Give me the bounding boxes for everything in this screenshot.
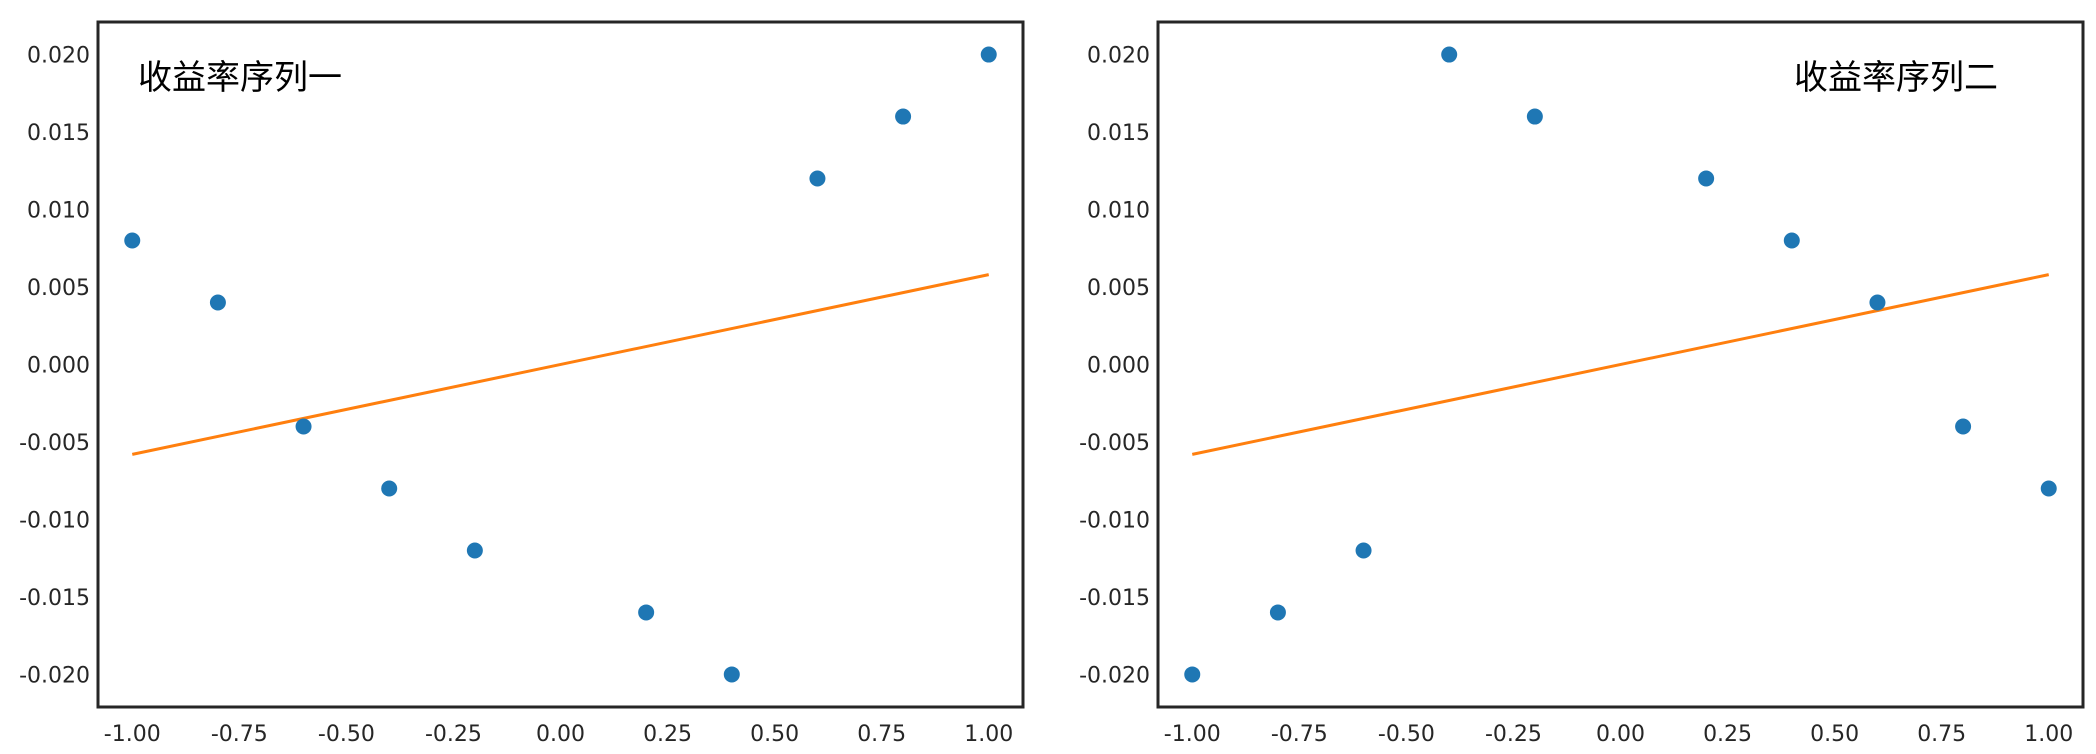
x-tick-label: 0.50: [1810, 722, 1859, 747]
x-tick-label: -1.00: [104, 722, 161, 747]
scatter-point: [723, 666, 740, 683]
y-tick-label: 0.015: [1087, 121, 1150, 146]
scatter-point: [2040, 480, 2057, 497]
x-tick-label: 0.25: [1703, 722, 1752, 747]
panel-title: 收益率序列一: [138, 58, 342, 98]
panel-title: 收益率序列二: [1794, 58, 1998, 98]
scatter-point: [1355, 542, 1372, 559]
y-tick-label: 0.005: [1087, 276, 1150, 301]
scatter-point: [1441, 46, 1458, 63]
scatter-point: [209, 294, 226, 311]
scatter-point: [1184, 666, 1201, 683]
scatter-point: [809, 170, 826, 187]
y-tick-label: 0.000: [27, 354, 90, 379]
scatter-point: [295, 418, 312, 435]
x-tick-label: 0.00: [536, 722, 585, 747]
scatter-point: [381, 480, 398, 497]
y-tick-label: -0.010: [19, 508, 90, 533]
y-tick-label: -0.015: [1079, 586, 1150, 611]
y-tick-label: -0.005: [19, 431, 90, 456]
scatter-point: [895, 108, 912, 125]
x-tick-label: 0.25: [643, 722, 692, 747]
plot-frame: [1156, 20, 2085, 709]
y-tick-label: -0.015: [19, 586, 90, 611]
y-tick-label: 0.010: [27, 199, 90, 224]
x-tick-label: -0.25: [1485, 722, 1542, 747]
x-tick-label: 0.75: [857, 722, 906, 747]
y-tick-label: -0.020: [1079, 663, 1150, 688]
scatter-point: [1783, 232, 1800, 249]
y-tick-label: -0.005: [1079, 431, 1150, 456]
panel-return-series-1: -1.00 -0.75 -0.50 -0.25 0.00 0.25 0.50 0.75 1.00…: [19, 20, 1025, 747]
x-tick-label: 0.75: [1917, 722, 1966, 747]
x-tick-label: -1.00: [1164, 722, 1221, 747]
scatter-point: [466, 542, 483, 559]
scatter-point: [1698, 170, 1715, 187]
scatter-point: [1526, 108, 1543, 125]
scatter-point: [1869, 294, 1886, 311]
scatter-point: [124, 232, 141, 249]
scatter-point: [1955, 418, 1972, 435]
scatter-point: [980, 46, 997, 63]
y-tick-label: 0.020: [27, 44, 90, 69]
x-tick-label: -0.50: [318, 722, 375, 747]
regression-line: [131, 273, 990, 456]
x-tick-label: -0.75: [211, 722, 268, 747]
x-tick-label: -0.75: [1271, 722, 1328, 747]
plot-frame: [96, 20, 1025, 709]
panel-return-series-2: -1.00 -0.75 -0.50 -0.25 0.00 0.25 0.50 0.75 1.00…: [1079, 20, 2085, 747]
y-tick-label: 0.005: [27, 276, 90, 301]
scatter-point: [638, 604, 655, 621]
x-tick-label: 0.00: [1596, 722, 1645, 747]
y-tick-label: 0.010: [1087, 199, 1150, 224]
y-tick-label: -0.010: [1079, 508, 1150, 533]
x-tick-label: -0.25: [425, 722, 482, 747]
x-tick-label: -0.50: [1378, 722, 1435, 747]
scatter-point: [1269, 604, 1286, 621]
regression-line: [1191, 273, 2050, 456]
y-tick-label: 0.000: [1087, 354, 1150, 379]
y-tick-label: 0.015: [27, 121, 90, 146]
x-tick-label: 1.00: [964, 722, 1013, 747]
x-tick-label: 0.50: [750, 722, 799, 747]
y-tick-label: 0.020: [1087, 44, 1150, 69]
y-tick-label: -0.020: [19, 663, 90, 688]
x-tick-label: 1.00: [2024, 722, 2073, 747]
